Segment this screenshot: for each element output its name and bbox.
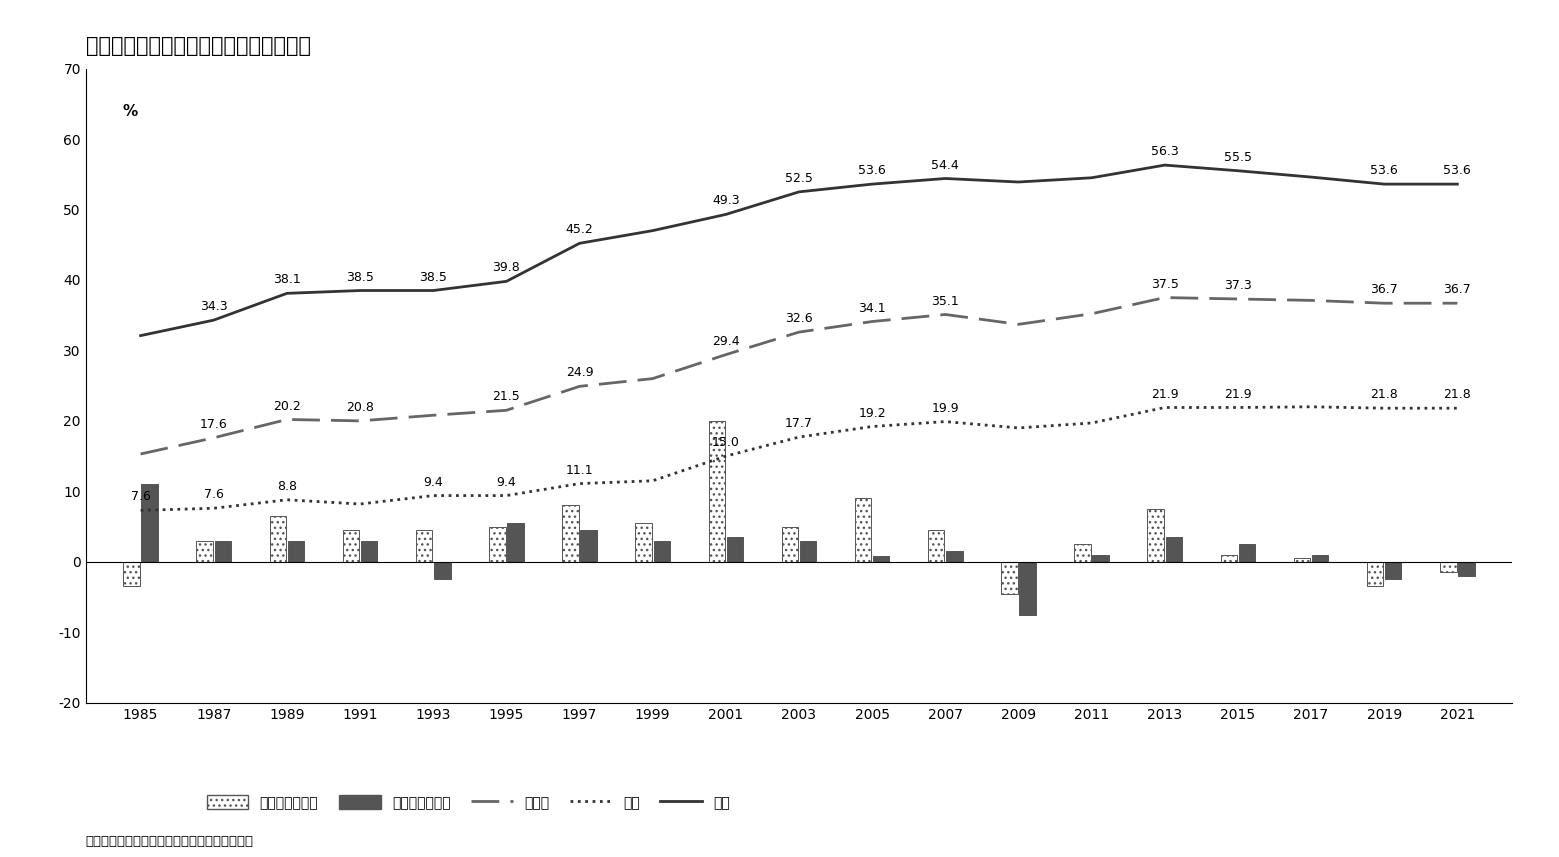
Bar bbox=[1166, 537, 1182, 562]
Bar bbox=[1020, 562, 1035, 614]
Text: 21.9: 21.9 bbox=[1151, 387, 1179, 400]
Text: 49.3: 49.3 bbox=[712, 195, 739, 207]
Bar bbox=[215, 541, 231, 562]
Text: 55.5: 55.5 bbox=[1224, 151, 1252, 164]
Text: 32.6: 32.6 bbox=[786, 312, 812, 325]
Text: 21.8: 21.8 bbox=[1370, 388, 1398, 401]
Bar bbox=[416, 530, 432, 562]
Bar bbox=[726, 537, 744, 562]
Text: 24.9: 24.9 bbox=[566, 367, 594, 380]
Bar bbox=[343, 530, 359, 562]
Bar bbox=[653, 541, 670, 562]
Text: 9.4: 9.4 bbox=[496, 476, 516, 488]
Text: 9.4: 9.4 bbox=[424, 476, 443, 488]
Bar bbox=[580, 530, 597, 562]
Text: 53.6: 53.6 bbox=[859, 165, 886, 177]
Text: 34.3: 34.3 bbox=[200, 300, 228, 313]
Text: 7.6: 7.6 bbox=[204, 488, 223, 501]
Text: 45.2: 45.2 bbox=[566, 224, 594, 237]
Text: 34.1: 34.1 bbox=[859, 302, 886, 315]
Text: 20.8: 20.8 bbox=[346, 401, 374, 414]
Legend: 増減率（男性）, 増減率（女性）, 男女計, 男性, 女性: 増減率（男性）, 増減率（女性）, 男女計, 男性, 女性 bbox=[207, 795, 730, 810]
Text: 21.8: 21.8 bbox=[1444, 388, 1472, 401]
Bar bbox=[873, 556, 890, 562]
Text: 38.5: 38.5 bbox=[346, 271, 374, 284]
Text: 29.4: 29.4 bbox=[712, 335, 739, 348]
Bar bbox=[800, 541, 817, 562]
Text: 8.8: 8.8 bbox=[278, 480, 296, 493]
Text: %: % bbox=[122, 104, 137, 119]
Bar bbox=[1384, 562, 1402, 579]
Bar bbox=[490, 526, 505, 562]
Text: 36.7: 36.7 bbox=[1444, 284, 1472, 297]
Text: 出典：総務省「労働力調調べ」より筆者作成。: 出典：総務省「労働力調調べ」より筆者作成。 bbox=[86, 836, 254, 848]
Bar bbox=[123, 562, 140, 586]
Text: 15.0: 15.0 bbox=[712, 436, 741, 449]
Bar bbox=[1221, 554, 1238, 562]
Bar bbox=[708, 421, 725, 562]
Bar bbox=[196, 541, 214, 562]
Bar bbox=[433, 562, 451, 579]
Text: 36.7: 36.7 bbox=[1370, 284, 1398, 297]
Text: 56.3: 56.3 bbox=[1151, 145, 1179, 159]
Text: 围４　日本における非正規労働者の割合: 围４ 日本における非正規労働者の割合 bbox=[86, 36, 310, 56]
Text: 7.6: 7.6 bbox=[131, 490, 151, 503]
Bar bbox=[636, 523, 652, 562]
Bar bbox=[507, 523, 524, 562]
Text: 37.3: 37.3 bbox=[1224, 279, 1252, 292]
Bar bbox=[270, 516, 287, 562]
Text: 35.1: 35.1 bbox=[931, 295, 959, 308]
Bar bbox=[563, 506, 578, 562]
Bar bbox=[1441, 562, 1456, 572]
Bar bbox=[1367, 562, 1383, 586]
Bar bbox=[928, 530, 945, 562]
Text: 17.6: 17.6 bbox=[200, 418, 228, 431]
Bar bbox=[1001, 562, 1018, 594]
Text: 11.1: 11.1 bbox=[566, 464, 594, 476]
Bar bbox=[781, 526, 798, 562]
Bar bbox=[1458, 562, 1475, 576]
Bar bbox=[288, 541, 304, 562]
Text: 20.2: 20.2 bbox=[273, 399, 301, 412]
Text: 17.7: 17.7 bbox=[786, 417, 812, 430]
Text: 21.9: 21.9 bbox=[1224, 387, 1252, 400]
Bar bbox=[1093, 554, 1108, 562]
Text: 19.2: 19.2 bbox=[859, 406, 886, 420]
Bar bbox=[1147, 509, 1165, 562]
Text: 53.6: 53.6 bbox=[1370, 165, 1398, 177]
Bar bbox=[1074, 544, 1091, 562]
Text: 38.1: 38.1 bbox=[273, 273, 301, 286]
Text: 38.5: 38.5 bbox=[419, 271, 447, 284]
Text: 37.5: 37.5 bbox=[1151, 278, 1179, 291]
Text: 19.9: 19.9 bbox=[931, 402, 959, 415]
Text: 53.6: 53.6 bbox=[1444, 165, 1472, 177]
Bar bbox=[1311, 554, 1328, 562]
Text: 21.5: 21.5 bbox=[493, 391, 521, 404]
Bar bbox=[946, 551, 962, 562]
Bar bbox=[142, 484, 157, 562]
Bar bbox=[360, 541, 377, 562]
Text: 52.5: 52.5 bbox=[786, 172, 812, 185]
Text: 54.4: 54.4 bbox=[931, 159, 959, 171]
Bar bbox=[1294, 558, 1310, 562]
Text: 39.8: 39.8 bbox=[493, 261, 521, 274]
Bar bbox=[854, 499, 871, 562]
Bar bbox=[1239, 544, 1255, 562]
